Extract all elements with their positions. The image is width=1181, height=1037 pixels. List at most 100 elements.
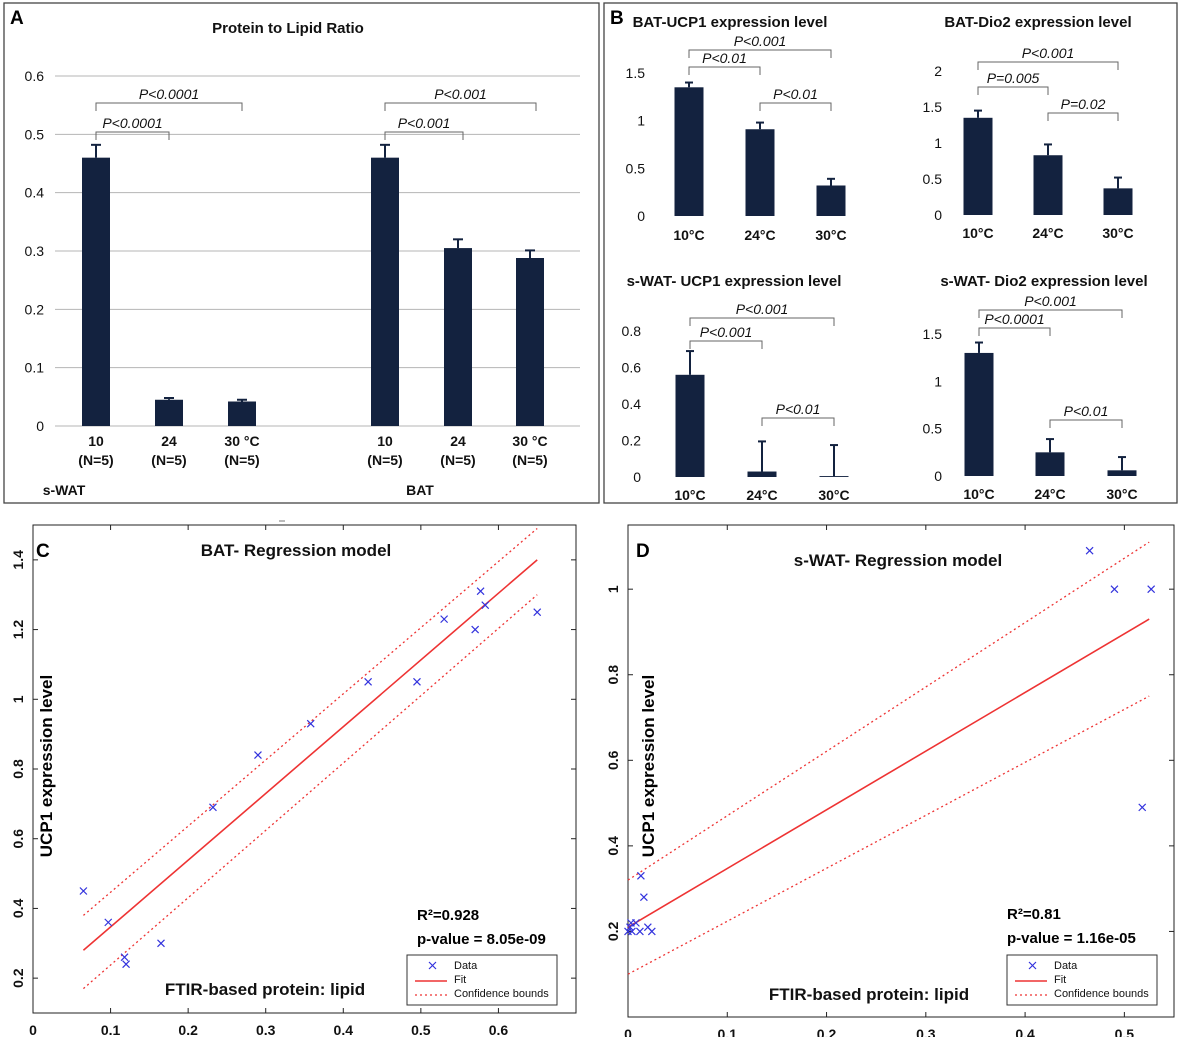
significance-bracket: [384, 131, 464, 140]
sample-size-label: (N=5): [151, 452, 186, 468]
significance-bracket: [689, 317, 835, 326]
chart-b-bat-ucp1: BAT-UCP1 expression level 1.5 1 0.5 0 10°C 24°…: [626, 14, 847, 243]
x-tick-label: 0.2: [817, 1026, 837, 1037]
data-point: [122, 960, 131, 969]
chart-title: BAT-Dio2 expression level: [944, 14, 1131, 31]
p-value-label: P<0.001: [736, 301, 789, 317]
x-tick-label: 10°C: [962, 225, 993, 241]
chart-b-swat-dio2: s-WAT- Dio2 expression level 1.5 1 0.5 0 10°C…: [923, 273, 1148, 502]
data-point: [306, 719, 315, 728]
sample-size-label: (N=5): [78, 452, 113, 468]
chart-b-bat-dio2: BAT-Dio2 expression level 2 1.5 1 0.5 0 10°C 24…: [923, 14, 1134, 241]
data-point: [636, 871, 645, 880]
data-point: [628, 927, 636, 936]
y-tick-label: 0.8: [605, 665, 621, 685]
significance-bracket: [688, 49, 832, 58]
significance-bracket: [1049, 419, 1123, 428]
bar: [1103, 188, 1133, 215]
panel-b-frame: [603, 2, 1178, 504]
chart-a: Protein to Lipid Ratio 0.6 0.5 0.4 0.3 0.2 0.1…: [25, 20, 580, 498]
p-value-label: P<0.0001: [102, 115, 162, 131]
panel-a-label: A: [10, 8, 24, 29]
data-point: [1147, 585, 1156, 594]
chart-title: BAT-UCP1 expression level: [633, 14, 828, 31]
y-tick-label: 0.6: [622, 360, 642, 376]
y-tick-label: 1: [637, 113, 645, 129]
x-tick-label: 0.2: [178, 1022, 198, 1037]
y-tick-label: 0.2: [605, 921, 621, 941]
significance-bracket: [95, 131, 170, 140]
p-value-label: P<0.001: [434, 86, 487, 102]
p-value-label: P=0.005: [987, 70, 1040, 86]
x-tick-label: 0.6: [489, 1022, 509, 1037]
x-tick-label: 0.1: [101, 1022, 121, 1037]
legend-label: Data: [454, 960, 478, 972]
x-tick-label: 24°C: [746, 487, 777, 503]
y-tick-label: 0: [934, 207, 942, 223]
sample-size-label: (N=5): [367, 452, 402, 468]
bar: [674, 87, 704, 216]
data-point: [157, 939, 165, 948]
x-axis-label: FTIR-based protein: lipid: [165, 980, 365, 999]
bar: [228, 401, 256, 426]
bar: [516, 258, 544, 426]
panel-d-label: D: [636, 541, 650, 562]
bar: [964, 352, 994, 476]
y-tick-label: 0: [36, 418, 44, 434]
data-point: [481, 601, 490, 610]
y-tick-label: 0.2: [10, 968, 26, 988]
y-tick-label: 0.3: [25, 243, 45, 259]
data-point: [254, 751, 262, 759]
p-value-label: P<0.001: [1024, 293, 1077, 309]
data-point: [647, 927, 656, 936]
fit-line: [627, 618, 1150, 928]
x-tick-label: 10°C: [673, 227, 704, 243]
legend-box: [1006, 954, 1158, 1006]
legend-data-marker: [1028, 961, 1037, 970]
bar: [1035, 452, 1065, 476]
x-tick-label: 0: [624, 1026, 632, 1037]
x-tick-label: 24°C: [744, 227, 775, 243]
x-tick-label: 30°C: [815, 227, 846, 243]
significance-bracket: [688, 66, 761, 75]
p-value-label: p-value = 8.05e-09: [417, 931, 546, 948]
bar: [1107, 470, 1137, 476]
data-point: [364, 677, 373, 686]
y-tick-label: 0: [633, 469, 641, 485]
significance-bracket: [978, 327, 1051, 336]
y-tick-label: 0.4: [622, 396, 642, 412]
sample-size-label: (N=5): [512, 452, 547, 468]
y-tick-label: 1.4: [10, 550, 26, 570]
p-value-label: p-value = 1.16e-05: [1007, 930, 1136, 947]
bar: [444, 248, 472, 426]
data-point: [533, 608, 542, 617]
y-tick-label: 1: [605, 585, 621, 593]
y-tick-label: 0.4: [10, 898, 26, 918]
p-value-label: P<0.01: [1064, 403, 1109, 419]
legend-label: Confidence bounds: [1054, 988, 1149, 1000]
bar: [82, 157, 110, 426]
x-tick-label: 24°C: [1034, 486, 1065, 502]
significance-bracket: [689, 340, 763, 349]
p-value-label: P<0.01: [702, 50, 747, 66]
y-tick-label: 1: [934, 135, 942, 151]
data-point: [476, 587, 485, 596]
p-value-label: P<0.0001: [139, 86, 199, 102]
x-tick-label: 30 °C: [512, 433, 547, 449]
bar: [816, 185, 846, 216]
y-tick-label: 0.8: [622, 323, 642, 339]
confidence-bound-lower: [82, 594, 538, 990]
y-tick-label: 0.1: [25, 360, 45, 376]
chart-title: BAT- Regression model: [201, 541, 392, 560]
y-tick-label: 0.5: [25, 126, 45, 142]
significance-bracket: [95, 102, 243, 111]
y-tick-label: 0.2: [622, 433, 642, 449]
chart-title: s-WAT- Regression model: [794, 551, 1002, 570]
significance-bracket: [1047, 112, 1119, 121]
x-tick-label: 0.5: [1115, 1026, 1135, 1037]
y-tick-label: 0.2: [25, 301, 45, 317]
chart-title: s-WAT- UCP1 expression level: [627, 273, 842, 290]
data-point: [471, 625, 480, 634]
y-tick-label: 0.6: [605, 750, 621, 770]
